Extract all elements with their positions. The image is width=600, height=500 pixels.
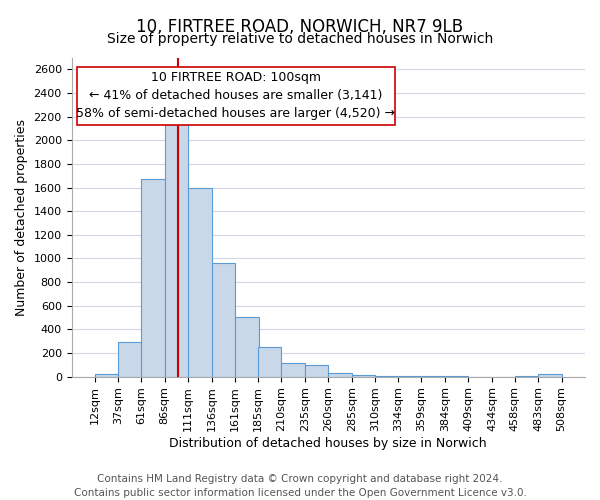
- Bar: [164, 124, 188, 376]
- Bar: [118, 342, 142, 376]
- Bar: [188, 188, 212, 376]
- Text: 10, FIRTREE ROAD, NORWICH, NR7 9LB: 10, FIRTREE ROAD, NORWICH, NR7 9LB: [136, 18, 464, 36]
- Bar: [235, 317, 259, 376]
- Text: 10 FIRTREE ROAD: 100sqm
← 41% of detached houses are smaller (3,141)
58% of semi: 10 FIRTREE ROAD: 100sqm ← 41% of detache…: [76, 72, 395, 120]
- Bar: [305, 366, 328, 376]
- Bar: [538, 374, 562, 376]
- Bar: [95, 374, 118, 376]
- Bar: [141, 180, 164, 376]
- Bar: [328, 373, 352, 376]
- X-axis label: Distribution of detached houses by size in Norwich: Distribution of detached houses by size …: [169, 437, 487, 450]
- Bar: [352, 375, 376, 376]
- Text: Size of property relative to detached houses in Norwich: Size of property relative to detached ho…: [107, 32, 493, 46]
- Bar: [212, 263, 235, 376]
- FancyBboxPatch shape: [77, 67, 395, 124]
- Text: Contains HM Land Registry data © Crown copyright and database right 2024.
Contai: Contains HM Land Registry data © Crown c…: [74, 474, 526, 498]
- Bar: [257, 347, 281, 376]
- Bar: [281, 362, 305, 376]
- Y-axis label: Number of detached properties: Number of detached properties: [15, 118, 28, 316]
